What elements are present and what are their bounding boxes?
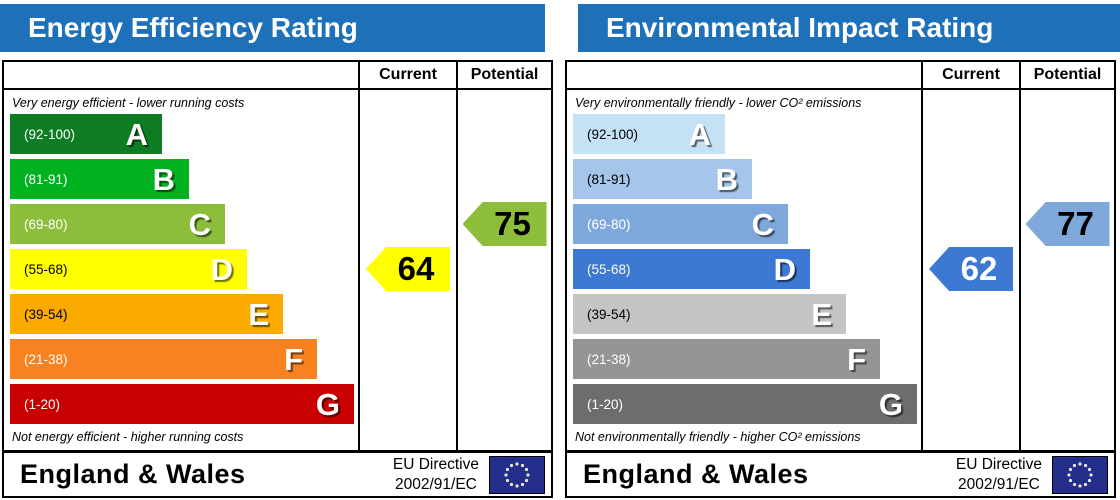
rating-band: (1-20) G bbox=[573, 384, 917, 424]
band-letter: B bbox=[152, 161, 175, 197]
potential-column-header: Potential bbox=[1019, 62, 1114, 88]
rating-band: (39-54) E bbox=[573, 294, 846, 334]
eu-flag-icon bbox=[489, 455, 545, 494]
header-spacer bbox=[4, 62, 358, 88]
band-range-label: (81-91) bbox=[24, 171, 68, 187]
table-body: Very energy efficient - lower running co… bbox=[4, 90, 551, 450]
table-header-row: Current Potential bbox=[567, 62, 1114, 90]
band-letter: E bbox=[811, 296, 832, 332]
bands-container: (92-100) A (81-91) B (69-80) C (55-68) D… bbox=[573, 114, 921, 424]
bottom-caption: Not environmentally friendly - higher CO… bbox=[575, 430, 861, 444]
band-letter: G bbox=[878, 386, 903, 422]
rating-band: (21-38) F bbox=[573, 339, 880, 379]
rating-band: (81-91) B bbox=[573, 159, 752, 199]
band-letter: F bbox=[284, 341, 303, 377]
rating-band: (69-80) C bbox=[10, 204, 225, 244]
region-label: England & Wales bbox=[583, 459, 809, 489]
eu-flag-stars bbox=[504, 461, 530, 488]
band-range-label: (39-54) bbox=[587, 306, 631, 322]
band-letter: E bbox=[248, 296, 269, 332]
environmental-impact-panel: Environmental Impact Rating Current Pote… bbox=[565, 4, 1120, 500]
band-letter: F bbox=[847, 341, 866, 377]
band-range-label: (92-100) bbox=[587, 126, 639, 142]
band-letter: A bbox=[688, 116, 711, 152]
current-column-header: Current bbox=[921, 62, 1019, 88]
eu-directive-label: EU Directive 2002/91/EC bbox=[956, 455, 1042, 494]
band-range-label: (21-38) bbox=[587, 351, 631, 367]
eu-directive-line2: 2002/91/EC bbox=[394, 475, 477, 493]
rating-band: (55-68) D bbox=[573, 249, 810, 289]
band-range-label: (39-54) bbox=[24, 306, 68, 322]
table-footer: England & Wales EU Directive 2002/91/EC bbox=[4, 450, 551, 496]
band-range-label: (55-68) bbox=[587, 261, 631, 277]
band-range-label: (81-91) bbox=[587, 171, 631, 187]
current-rating-arrow: 62 bbox=[929, 247, 1013, 291]
band-range-label: (69-80) bbox=[587, 216, 631, 232]
eu-flag-stars bbox=[1067, 461, 1093, 488]
potential-column: 75 bbox=[456, 90, 551, 450]
eu-directive-line2: 2002/91/EC bbox=[957, 475, 1040, 493]
panel-title: Environmental Impact Rating bbox=[578, 4, 1120, 52]
band-letter: C bbox=[188, 206, 211, 242]
eu-directive-line1: EU Directive bbox=[955, 456, 1042, 474]
band-range-label: (69-80) bbox=[24, 216, 68, 232]
current-column: 62 bbox=[921, 90, 1019, 450]
bands-container: (92-100) A (81-91) B (69-80) C (55-68) D… bbox=[10, 114, 358, 424]
rating-band: (39-54) E bbox=[10, 294, 283, 334]
band-range-label: (1-20) bbox=[587, 396, 624, 412]
potential-rating-arrow: 77 bbox=[1025, 202, 1110, 246]
rating-band: (69-80) C bbox=[573, 204, 788, 244]
rating-band: (81-91) B bbox=[10, 159, 189, 199]
current-column: 64 bbox=[358, 90, 456, 450]
energy-efficiency-panel: Energy Efficiency Rating Current Potenti… bbox=[0, 4, 555, 500]
header-spacer bbox=[567, 62, 921, 88]
band-range-label: (21-38) bbox=[24, 351, 68, 367]
band-letter: B bbox=[715, 161, 738, 197]
table-header-row: Current Potential bbox=[4, 62, 551, 90]
rating-band: (55-68) D bbox=[10, 249, 247, 289]
eu-directive-label: EU Directive 2002/91/EC bbox=[393, 455, 479, 494]
band-range-label: (92-100) bbox=[24, 126, 76, 142]
potential-rating-arrow: 75 bbox=[462, 202, 547, 246]
rating-table: Current Potential Very environmentally f… bbox=[565, 60, 1116, 498]
rating-table: Current Potential Very energy efficient … bbox=[2, 60, 553, 498]
band-letter: D bbox=[210, 251, 233, 287]
rating-scale: Very energy efficient - lower running co… bbox=[4, 90, 358, 450]
table-footer: England & Wales EU Directive 2002/91/EC bbox=[567, 450, 1114, 496]
current-column-header: Current bbox=[358, 62, 456, 88]
band-letter: D bbox=[773, 251, 796, 287]
rating-band: (1-20) G bbox=[10, 384, 354, 424]
band-letter: C bbox=[751, 206, 774, 242]
table-body: Very environmentally friendly - lower CO… bbox=[567, 90, 1114, 450]
rating-band: (92-100) A bbox=[573, 114, 725, 154]
eu-flag-icon bbox=[1052, 455, 1108, 494]
potential-column-header: Potential bbox=[456, 62, 551, 88]
band-letter: G bbox=[315, 386, 340, 422]
panel-title: Energy Efficiency Rating bbox=[0, 4, 545, 52]
current-rating-arrow: 64 bbox=[366, 247, 450, 291]
rating-band: (21-38) F bbox=[10, 339, 317, 379]
band-range-label: (55-68) bbox=[24, 261, 68, 277]
potential-column: 77 bbox=[1019, 90, 1114, 450]
top-caption: Very energy efficient - lower running co… bbox=[12, 96, 245, 110]
band-range-label: (1-20) bbox=[24, 396, 61, 412]
rating-band: (92-100) A bbox=[10, 114, 162, 154]
rating-scale: Very environmentally friendly - lower CO… bbox=[567, 90, 921, 450]
bottom-caption: Not energy efficient - higher running co… bbox=[12, 430, 244, 444]
band-letter: A bbox=[125, 116, 148, 152]
top-caption: Very environmentally friendly - lower CO… bbox=[575, 96, 862, 110]
eu-directive-line1: EU Directive bbox=[392, 456, 479, 474]
region-label: England & Wales bbox=[20, 459, 246, 489]
